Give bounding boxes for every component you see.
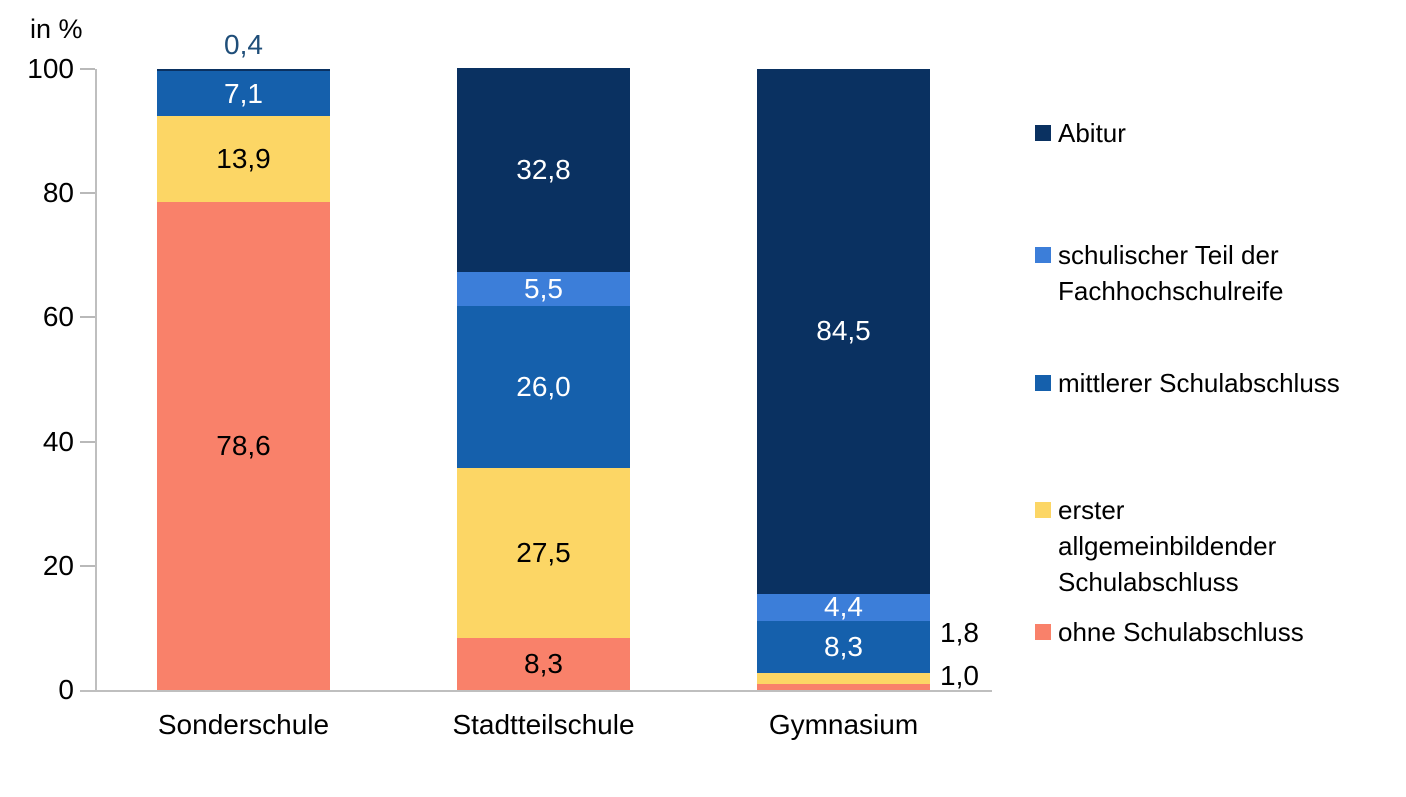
bar-segment [757,69,930,594]
y-tick-mark [80,68,95,70]
segment-value-label: 27,5 [516,537,571,569]
y-tick-mark [80,316,95,319]
segment-value-label: 8,3 [524,648,563,680]
y-tick-label: 100 [27,53,74,84]
bar-segment [457,638,630,690]
bar-segment [157,115,330,202]
segment-value-label-outside: 1,0 [940,660,979,691]
segment-value-label: 84,5 [816,315,871,347]
segment-value-label: 13,9 [216,142,271,174]
bar-segment [757,683,930,690]
y-axis-title: in % [30,14,83,44]
segment-value-label: 26,0 [516,370,571,402]
y-tick-label: 20 [42,549,74,581]
bar-segment [457,467,630,639]
legend-swatch [1035,624,1051,640]
segment-value-label: 5,5 [524,273,563,305]
legend-label: mittlerer Schulabschluss [1058,368,1340,398]
x-category-label: Sonderschule [157,709,330,740]
segment-value-label: 7,1 [224,77,263,109]
bar-segment [457,306,630,468]
segment-value-label: 4,4 [824,591,863,623]
bar-segment [757,672,930,684]
legend-entry: erster allgemeinbildender Schulabschluss [1035,492,1395,600]
bar-segment [157,69,330,72]
y-tick-mark [80,564,95,567]
legend-swatch [1035,125,1051,141]
segment-value-label-above: 0,4 [224,29,263,60]
legend-entry: ohne Schulabschluss [1035,614,1395,650]
bar-segment [157,201,330,690]
legend-entry: schulischer Teil der Fachhochschulreife [1035,237,1395,309]
legend-entry: mittlerer Schulabschluss [1035,365,1395,401]
x-axis-line [80,690,992,692]
segment-value-label: 78,6 [216,429,271,461]
x-category-label: Stadtteilschule [452,709,635,740]
y-tick-mark [80,440,95,443]
y-tick-mark [80,192,95,195]
y-tick-label: 80 [42,177,74,209]
legend-label: schulischer Teil der Fachhochschulreife [1058,240,1284,306]
y-tick-label: 60 [42,301,74,333]
bar-segment [457,68,630,273]
legend-swatch [1035,247,1051,263]
segment-value-label: 8,3 [824,630,863,662]
x-category-label: Gymnasium [768,709,919,740]
bar-segment [457,272,630,307]
legend-swatch [1035,502,1051,518]
segment-value-label-outside: 1,8 [940,617,979,648]
legend-label: erster allgemeinbildender Schulabschluss [1058,495,1277,597]
legend-swatch [1035,375,1051,391]
y-tick-label: 40 [42,425,74,457]
legend-label: Abitur [1058,118,1126,148]
bar-segment [157,71,330,116]
bar-segment [757,593,930,622]
segment-value-label: 32,8 [516,154,571,186]
bar-segment [757,621,930,673]
y-tick-label: 0 [58,674,74,705]
y-axis-line [95,69,97,690]
legend-label: ohne Schulabschluss [1058,617,1304,647]
legend-entry: Abitur [1035,115,1395,151]
